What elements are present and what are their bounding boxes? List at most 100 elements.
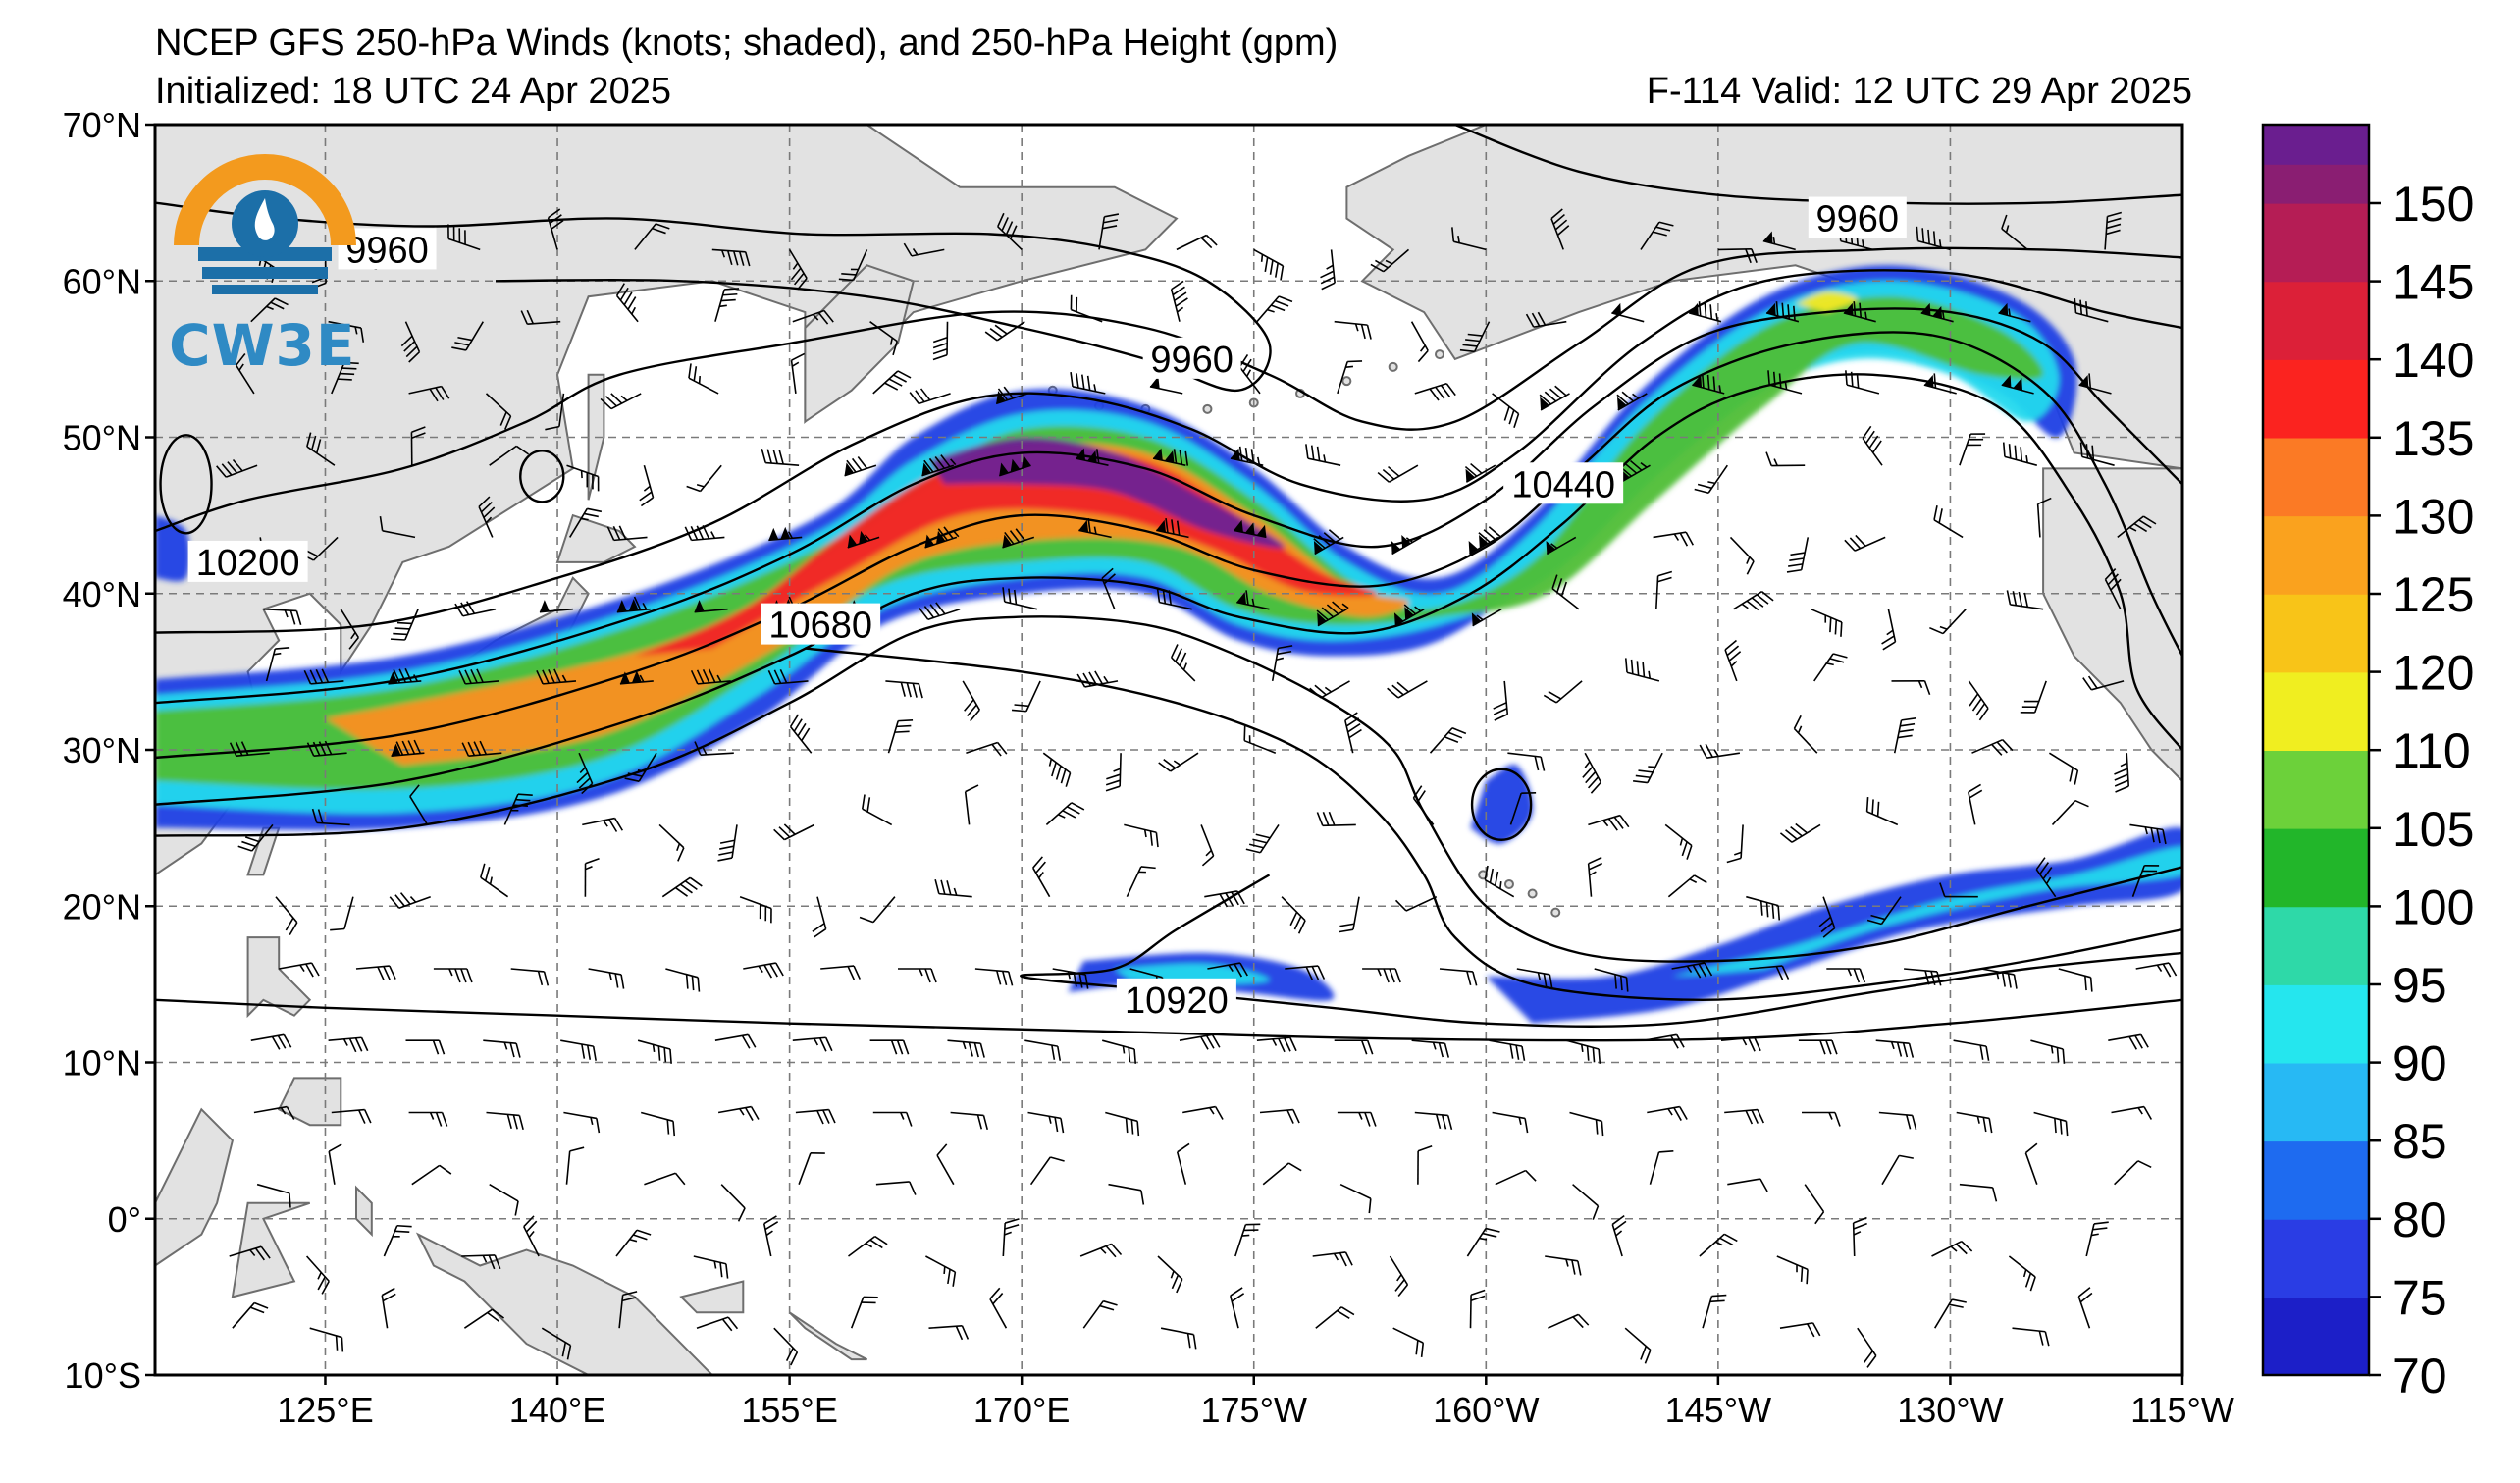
wind-barb-half [238,363,244,371]
wind-barb-full [1051,1044,1056,1060]
wind-barb-full [1179,450,1183,465]
wind-barb-full [2115,785,2129,793]
wind-barb [1316,811,1356,827]
wind-barb [1647,1105,1688,1121]
wind-barb-full [1238,446,1243,461]
wind-barb-full [354,1037,363,1052]
wind-barb-staff [1881,1154,1900,1186]
wind-barb [1393,604,1425,627]
wind-barb-full [1756,594,1769,605]
wind-barb [1468,526,1501,556]
wind-barb-staff [1649,1151,1660,1185]
wind-barb-full [2114,779,2129,787]
wind-barb-full [536,670,544,685]
wind-barb-full [1675,1033,1685,1048]
wind-barb-half [1772,237,1776,244]
wind-barb-full [1004,531,1015,545]
wind-barb-full [1748,1037,1756,1052]
wind-barb-full [1786,568,1802,573]
wind-barb-full [340,372,355,376]
wind-barb-full [1287,1162,1302,1172]
wind-barb-full [478,496,491,507]
wind-barb [711,248,751,267]
colorbar-swatch [2263,983,2369,1064]
wind-barb [989,1287,1008,1329]
wind-barb-half [1773,458,1778,466]
wind-barb-full [2087,675,2098,689]
wind-barb-full [1370,1112,1377,1127]
wind-barb-full [1955,1243,1968,1255]
wind-barb-full [1515,1044,1520,1060]
wind-barb [256,1183,291,1208]
wind-barb [229,741,270,757]
wind-barb [792,1036,833,1052]
wind-barb-full [330,927,345,931]
wind-barb-half [1177,306,1184,313]
wind-barb-staff [921,464,955,477]
wind-barb-full [1548,690,1562,700]
wind-barb-full [1340,1306,1355,1316]
wind-barb [503,793,533,825]
wind-barb-full [721,1318,733,1332]
wind-barb-flag [1479,535,1489,549]
wind-barb-half [1385,259,1393,265]
wind-barb [1793,715,1818,754]
wind-barb [898,968,937,983]
wind-barb [279,962,320,978]
wind-barb [1786,537,1810,573]
wind-barb-full [1967,444,1982,447]
lat-tick-label: 10°S [65,1355,141,1396]
wind-barb [644,1172,686,1186]
wind-barb [1230,446,1264,466]
wind-barb-full [989,1287,1001,1299]
wind-barb [1078,517,1112,539]
contour-label: 9960 [345,230,429,271]
wind-barb-flag [1923,375,1934,388]
wind-barb [1204,890,1245,908]
wind-barb-full [1673,1107,1682,1121]
wind-barb [1411,1039,1450,1058]
wind-barb [1516,968,1553,989]
wind-barb [1624,1327,1652,1364]
wind-barb [665,968,701,992]
wind-barb-full [1970,433,1986,435]
wind-barb [1176,234,1218,251]
wind-barb [1412,785,1435,825]
wind-barb-full [2107,573,2119,586]
wind-barb-full [1177,1142,1190,1153]
wind-barb-full [663,1047,667,1063]
wind-barb [1611,1214,1627,1257]
wind-barb-half [284,609,289,618]
lon-tick-label: 170°E [973,1390,1070,1430]
wind-barb-full [1060,768,1067,784]
wind-barb-half [1824,614,1827,623]
contour-label: 10440 [1511,464,1615,505]
wind-barb-full [793,272,805,286]
wind-barb [1339,896,1360,933]
wind-barb-flag [847,534,858,548]
wind-barb-full [1483,529,1496,541]
wind-barb-full [1508,409,1515,425]
wind-barb [887,719,914,754]
wind-barb-full [1818,916,1832,927]
wind-barb-full [1444,1042,1450,1058]
wind-barb-full [1184,450,1189,466]
wind-barb-full [1101,567,1114,579]
wind-barb-half [1853,1231,1862,1236]
wind-barb [1101,1039,1137,1064]
wind-barb-full [810,1152,825,1154]
wind-barb [1002,528,1035,549]
wind-barb [1767,370,1803,395]
wind-barb-full [1002,971,1008,986]
wind-barb-full [1844,539,1856,552]
wind-barb-full [764,906,767,922]
contour-label: 9960 [1150,340,1234,381]
wind-barb [1852,1216,1867,1257]
wind-barb-staff [1405,895,1438,912]
wind-barb-full [1438,1042,1444,1058]
wind-barb [560,1039,597,1061]
wind-barb-half [1476,614,1484,621]
wind-barb-flag [2013,378,2023,391]
wind-barb-full [1225,892,1234,907]
wind-barbs [216,208,2178,1368]
